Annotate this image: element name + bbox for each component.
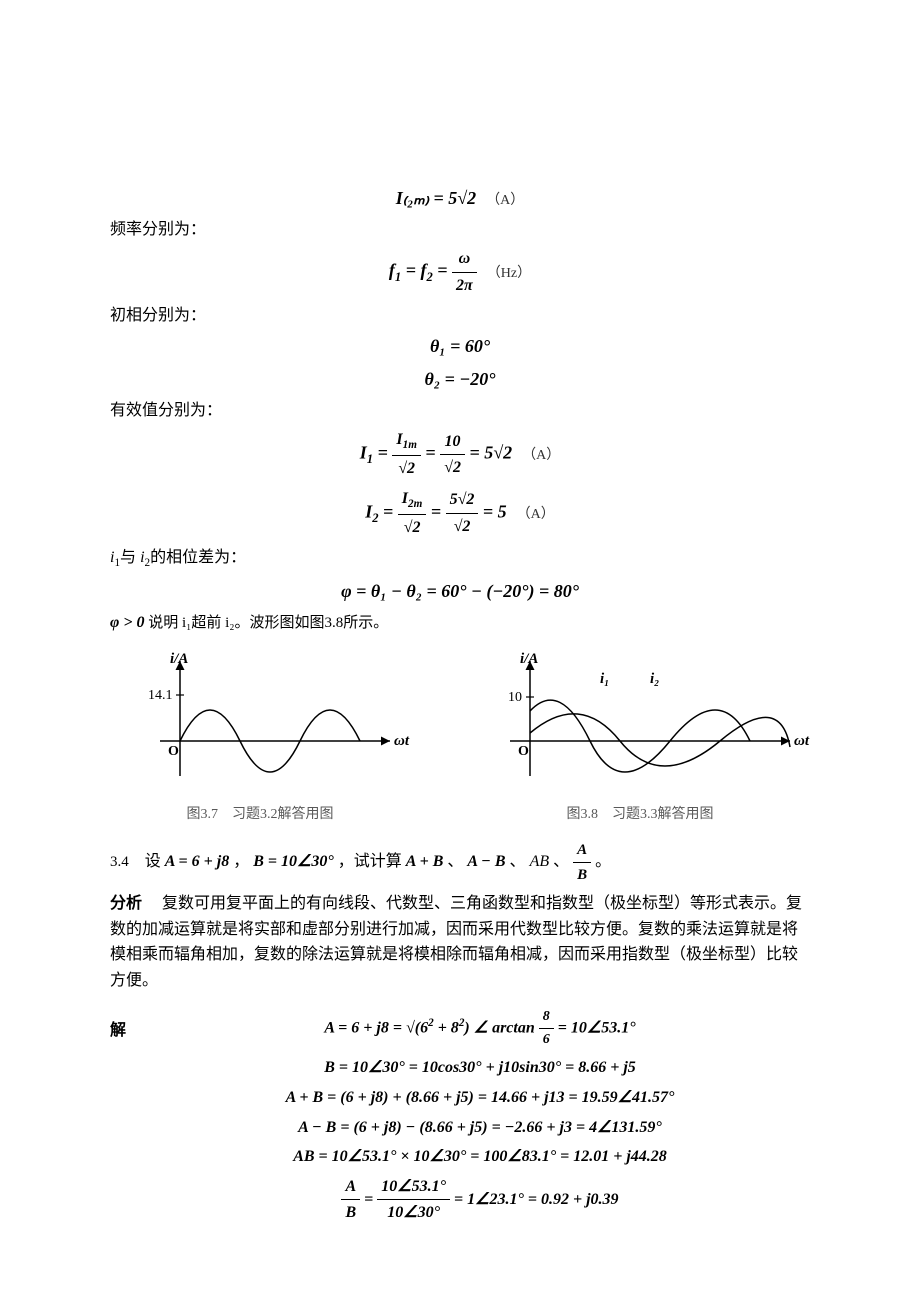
fig38-ylabel: i/A xyxy=(520,651,538,667)
txt-freq: 频率分别为： xyxy=(110,217,810,243)
eq-theta2: θ₂ = −20° xyxy=(110,365,810,394)
txt-phasediff: i1与 i2的相位差为： xyxy=(110,545,810,573)
fig37-xlabel: ωt xyxy=(394,733,410,749)
p34-AdB-num: A xyxy=(573,838,591,863)
solution-block: 解 A = 6 + j8 = √(62 + 82) ∠ arctan 86 = … xyxy=(110,1002,810,1230)
eq-phi: φ = θ₁ − θ₂ = 60° − (−20°) = 80° xyxy=(110,577,810,606)
fig38-i2: i₂ xyxy=(650,671,659,687)
p34-num: 3.4 xyxy=(110,854,129,870)
fig37-ylabel: i/A xyxy=(170,651,188,667)
figures-row: i/A 14.1 O ωt 图3.7 习题3.2解答用图 i/A 10 O ωt xyxy=(110,651,810,826)
unit-a-2: （A） xyxy=(522,448,560,463)
fig37-ytick: 14.1 xyxy=(148,688,173,703)
p34-AdB-den: B xyxy=(573,863,591,887)
eq-i2-row: I2 = I2m√2 = 5√2√2 = 5 （A） xyxy=(110,486,810,541)
eq-i1: I1 = I1m√2 = 10√2 = 5√2 xyxy=(360,427,512,482)
unit-hz: （Hz） xyxy=(487,266,531,281)
eq-i2m: I₍₂ₘ₎ = 5√2 xyxy=(396,184,476,213)
p34-AmB: A − B xyxy=(467,849,505,875)
eq-theta1: θ₁ = 60° xyxy=(110,332,810,361)
fig38-caption: 图3.8 习题3.3解答用图 xyxy=(470,804,810,826)
sol-AdB: AB = 10∠53.1°10∠30° = 1∠23.1° = 0.92 + j… xyxy=(341,1174,618,1226)
p34-end: 。 xyxy=(595,853,611,870)
eq-i1-row: I1 = I1m√2 = 10√2 = 5√2 （A） xyxy=(110,427,810,482)
p34-s2: 、 xyxy=(510,853,526,870)
problem-3-4: 3.4 设 A = 6 + j8 ， B = 10∠30° ，试计算 A + B… xyxy=(110,838,810,887)
figure-3-7: i/A 14.1 O ωt 图3.7 习题3.2解答用图 xyxy=(110,651,410,826)
eq-f: f1 = f2 = ω2π xyxy=(389,246,477,298)
p34-s3: 、 xyxy=(553,853,569,870)
txt-lead-row: φ > 0 说明 i₁超前 i₂。波形图如图3.8所示。 xyxy=(110,610,810,636)
analysis-text: 复数可用复平面上的有向线段、代数型、三角函数型和指数型（极坐标型）等形式表示。复… xyxy=(110,895,802,989)
sol-AmB: A − B = (6 + j8) − (8.66 + j5) = −2.66 +… xyxy=(298,1115,662,1141)
fig38-ytick: 10 xyxy=(508,690,522,705)
analysis-label: 分析 xyxy=(110,895,142,912)
fig38-i1: i₁ xyxy=(600,671,609,687)
p34-A: A = 6 + j8 xyxy=(165,849,229,875)
p34-AB: AB xyxy=(530,853,550,870)
fig38-svg: i/A 10 O ωt i₁ i₂ xyxy=(470,651,810,791)
fig37-origin: O xyxy=(168,744,179,759)
sol-ApB: A + B = (6 + j8) + (8.66 + j5) = 14.66 +… xyxy=(286,1085,675,1111)
fig38-origin: O xyxy=(518,744,529,759)
eq-f-row: f1 = f2 = ω2π （Hz） xyxy=(110,246,810,298)
eq-i2m-row: I₍₂ₘ₎ = 5√2 （A） xyxy=(110,184,810,213)
sol-AB: AB = 10∠53.1° × 10∠30° = 100∠83.1° = 12.… xyxy=(293,1144,667,1170)
solve-label: 解 xyxy=(110,1002,150,1044)
p34-set: 设 xyxy=(145,853,161,870)
txt-rms: 有效值分别为： xyxy=(110,398,810,424)
fig37-caption: 图3.7 习题3.2解答用图 xyxy=(110,804,410,826)
eq-i2: I2 = I2m√2 = 5√2√2 = 5 xyxy=(365,486,506,541)
analysis-block: 分析 复数可用复平面上的有向线段、代数型、三角函数型和指数型（极坐标型）等形式表… xyxy=(110,891,810,993)
phi-gt0: φ > 0 xyxy=(110,610,144,636)
txt-phase: 初相分别为： xyxy=(110,303,810,329)
fig37-svg: i/A 14.1 O ωt xyxy=(110,651,410,791)
p34-s1: 、 xyxy=(447,853,463,870)
p34-ApB: A + B xyxy=(406,849,444,875)
p34-mid: ，试计算 xyxy=(338,853,402,870)
figure-3-8: i/A 10 O ωt i₁ i₂ 图3.8 习题3.3解答用图 xyxy=(470,651,810,826)
fig38-xlabel: ωt xyxy=(794,733,810,749)
sol-A: A = 6 + j8 = √(62 + 82) ∠ arctan 86 = 10… xyxy=(324,1006,635,1052)
p34-c1: ， xyxy=(233,853,249,870)
sol-B: B = 10∠30° = 10cos30° + j10sin30° = 8.66… xyxy=(324,1055,636,1081)
txt-lead: 说明 i₁超前 i₂。波形图如图3.8所示。 xyxy=(148,615,388,631)
unit-a-1: （A） xyxy=(486,193,524,208)
p34-B: B = 10∠30° xyxy=(253,849,334,875)
unit-a-3: （A） xyxy=(517,507,555,522)
